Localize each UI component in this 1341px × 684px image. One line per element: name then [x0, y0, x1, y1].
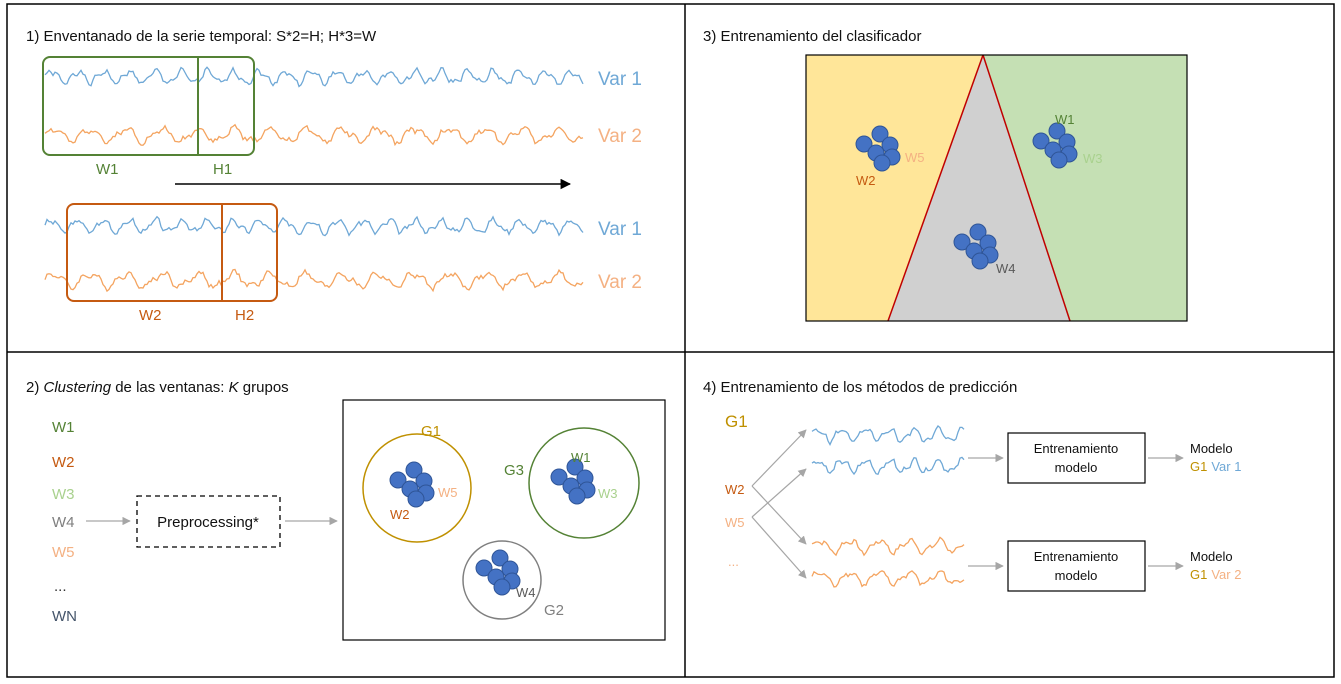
- dots-left-cluster: [855, 125, 901, 172]
- label-h1: H1: [213, 161, 232, 178]
- train-box-2-line2: modelo: [1055, 568, 1098, 583]
- decision-boundary-right: [982, 54, 1071, 322]
- cluster-dot: [566, 458, 584, 476]
- cluster-dot: [871, 125, 889, 143]
- cluster-g1-label-b: W5: [438, 485, 458, 500]
- cluster-dot: [491, 549, 509, 567]
- cluster-dot: [1048, 122, 1066, 140]
- pred-series-var1-a: [811, 425, 965, 446]
- var2-label-top: Var 2: [598, 126, 642, 147]
- cluster-name-g3: G3: [504, 462, 524, 479]
- arrow-w5-var2: [751, 516, 807, 579]
- preprocessing-box: [136, 495, 281, 548]
- train-box-2: [1007, 540, 1146, 592]
- train-box-1-line2: modelo: [1055, 460, 1098, 475]
- series-var2-bottom: [44, 268, 584, 293]
- model2-subtitle: G1 Var 2: [1190, 567, 1241, 582]
- clusters-frame: [342, 399, 666, 641]
- model1-subtitle: G1 Var 1: [1190, 459, 1241, 474]
- cluster-dot: [407, 490, 425, 508]
- model1-title: Modelo: [1190, 441, 1233, 456]
- clf-left-label-a: W2: [856, 173, 876, 188]
- pred-series-var2-a: [811, 536, 965, 557]
- pred-series-var1-b: [811, 456, 965, 476]
- list-item-w2: W2: [52, 454, 75, 471]
- dots-center-cluster: [953, 223, 999, 270]
- window-box-w1: [42, 56, 255, 156]
- cluster-g3-label-b: W3: [598, 486, 618, 501]
- preprocessing-label: Preprocessing*: [157, 514, 259, 531]
- cluster-dot: [493, 578, 511, 596]
- input-label-w2: W2: [725, 482, 745, 497]
- panel2-title: 2) Clustering de las ventanas: K grupos: [26, 379, 289, 396]
- cluster-dot: [969, 223, 987, 241]
- train-box-2-line1: Entrenamiento: [1034, 549, 1119, 564]
- train-box-1-line1: Entrenamiento: [1034, 441, 1119, 456]
- cluster-dot: [475, 559, 493, 577]
- cluster-dot: [873, 154, 891, 172]
- window-box-w2: [66, 203, 278, 302]
- input-label-ellipsis: ...: [728, 554, 739, 569]
- list-item-ellipsis: ...: [54, 578, 67, 595]
- cluster-dot: [568, 487, 586, 505]
- cluster-dot: [1032, 132, 1050, 150]
- dots-g1: [389, 461, 435, 508]
- pred-series-var2-b: [811, 570, 965, 588]
- cluster-dot: [389, 471, 407, 489]
- cluster-circle-g1: [362, 433, 472, 543]
- outer-frame: [6, 3, 1335, 678]
- clf-center-label-a: W4: [996, 261, 1016, 276]
- cluster-dot: [971, 252, 989, 270]
- decision-boundary-left: [887, 54, 984, 322]
- cluster-name-g1: G1: [421, 423, 441, 440]
- region-gray: [888, 55, 1070, 321]
- cluster-g3-label-a: W1: [571, 450, 591, 465]
- cluster-name-g2: G2: [544, 602, 564, 619]
- model2-title: Modelo: [1190, 549, 1233, 564]
- label-w1: W1: [96, 161, 119, 178]
- list-item-w5: W5: [52, 544, 75, 561]
- panel1-title: 1) Enventanado de la serie temporal: S*2…: [26, 28, 377, 45]
- cluster-g1-label-a: W2: [390, 507, 410, 522]
- series-var2-top: [44, 123, 584, 147]
- cluster-dot: [550, 468, 568, 486]
- panel4-title: 4) Entrenamiento de los métodos de predi…: [703, 379, 1017, 396]
- series-var1-top: [44, 66, 584, 88]
- var2-label-bottom: Var 2: [598, 272, 642, 293]
- dots-right-cluster: [1032, 122, 1078, 169]
- label-w2: W2: [139, 307, 162, 324]
- list-item-w3: W3: [52, 486, 75, 503]
- var1-label-top: Var 1: [598, 69, 642, 90]
- clf-right-label-a: W1: [1055, 112, 1075, 127]
- cluster-dot: [953, 233, 971, 251]
- arrow-w2-var1: [751, 429, 807, 487]
- region-green: [983, 55, 1187, 321]
- list-item-w1: W1: [52, 419, 75, 436]
- region-yellow: [806, 55, 983, 321]
- cluster-dot: [405, 461, 423, 479]
- dots-g3: [550, 458, 596, 505]
- clf-left-label-b: W5: [905, 150, 925, 165]
- train-box-1: [1007, 432, 1146, 484]
- panel3-title: 3) Entrenamiento del clasificador: [703, 28, 921, 45]
- arrow-w2-var2: [751, 485, 807, 545]
- arrow-w5-var1: [751, 468, 807, 518]
- list-item-w4: W4: [52, 514, 75, 531]
- classifier-plot-frame: [805, 54, 1188, 322]
- dots-g2: [475, 549, 521, 596]
- cluster-dot: [855, 135, 873, 153]
- clf-right-label-b: W3: [1083, 151, 1103, 166]
- input-label-w5: W5: [725, 515, 745, 530]
- cluster-circle-g3: [528, 427, 640, 539]
- cluster-circle-g2: [462, 540, 542, 620]
- var1-label-bottom: Var 1: [598, 219, 642, 240]
- list-item-wn: WN: [52, 608, 77, 625]
- cluster-g2-label-a: W4: [516, 585, 536, 600]
- group-label-g1: G1: [725, 412, 748, 431]
- series-var1-bottom: [44, 215, 584, 237]
- label-h2: H2: [235, 307, 254, 324]
- cluster-dot: [1050, 151, 1068, 169]
